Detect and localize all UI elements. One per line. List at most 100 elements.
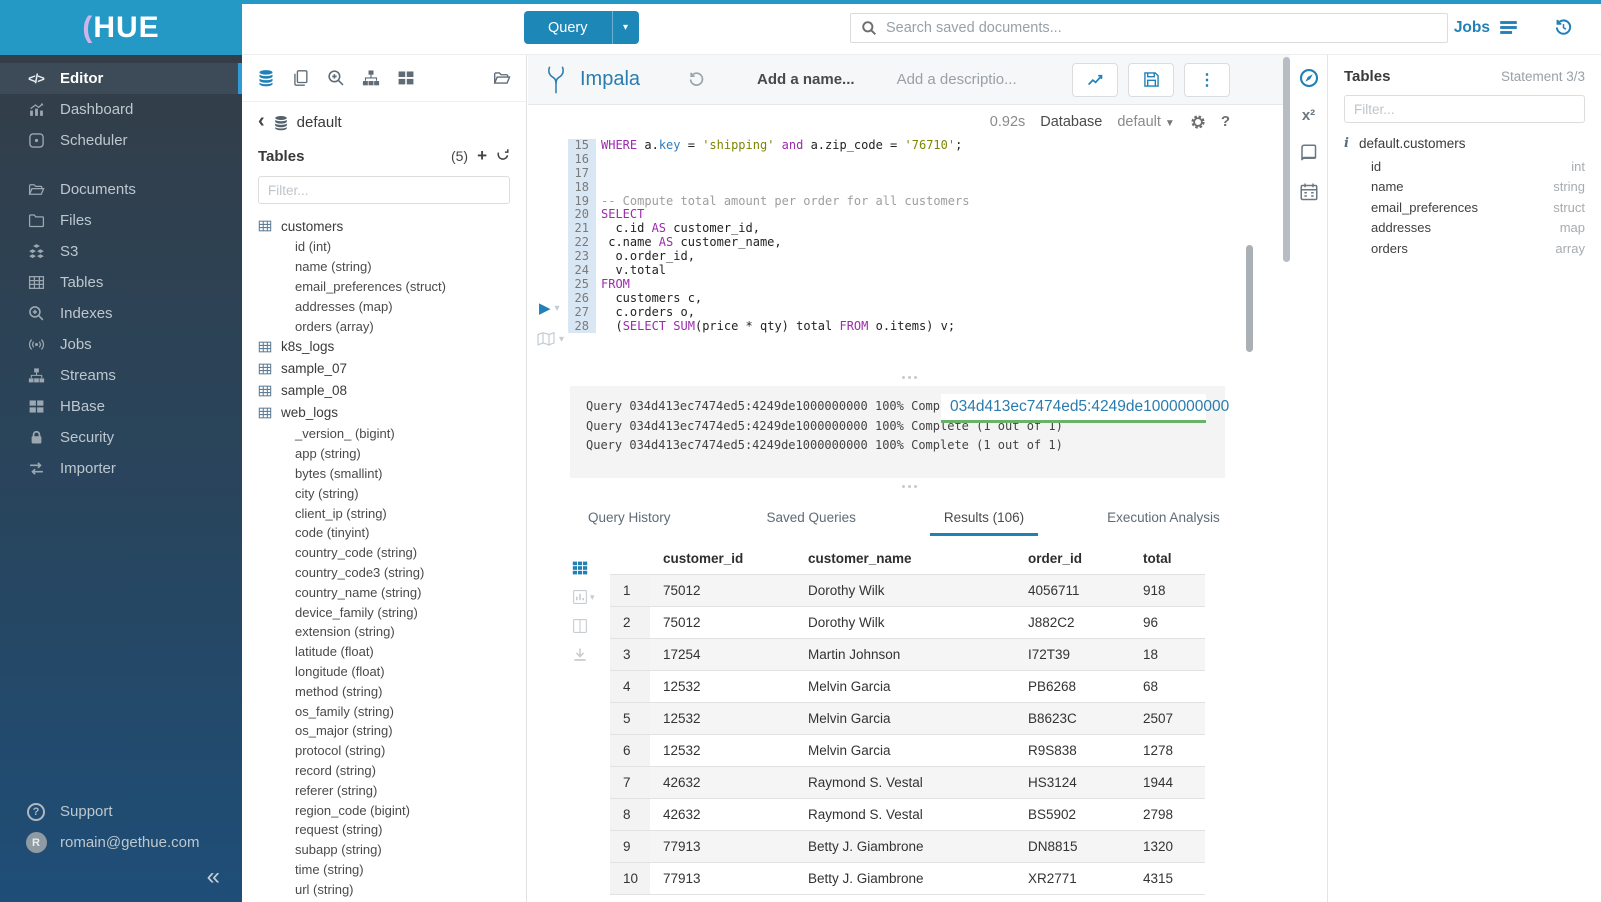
- code-line[interactable]: 23 o.order_id,: [568, 250, 1270, 264]
- assist-column[interactable]: request (string): [258, 820, 510, 840]
- sidebar-item-dashboard[interactable]: Dashboard: [0, 94, 242, 125]
- assist-column[interactable]: country_code (string): [258, 543, 510, 563]
- help-icon[interactable]: ?: [1221, 113, 1230, 130]
- assist-column[interactable]: device_family (string): [258, 602, 510, 622]
- resize-grip-bottom[interactable]: [528, 485, 1290, 488]
- code-line[interactable]: 26 customers c,: [568, 292, 1270, 306]
- undo-history-icon[interactable]: [688, 71, 705, 88]
- editor-scrollbar[interactable]: [1246, 245, 1253, 352]
- assist-column[interactable]: latitude (float): [258, 642, 510, 662]
- code-line[interactable]: 22 c.name AS customer_name,: [568, 236, 1270, 250]
- breadcrumb-database-name[interactable]: default: [297, 114, 342, 131]
- code-line[interactable]: 17: [568, 167, 1270, 181]
- hue-logo[interactable]: (HUE: [0, 0, 242, 55]
- assist-column[interactable]: client_ip (string): [258, 503, 510, 523]
- assist-column[interactable]: region_code (bigint): [258, 800, 510, 820]
- sidebar-item-hbase[interactable]: HBase: [0, 391, 242, 422]
- quick-browse-compass-icon[interactable]: [1299, 68, 1319, 88]
- folder-open-icon[interactable]: [493, 69, 511, 87]
- resize-grip-top[interactable]: [528, 376, 1290, 379]
- column-header-order_id[interactable]: order_id: [1015, 551, 1130, 566]
- column-name[interactable]: orders: [1371, 241, 1408, 256]
- refresh-icon[interactable]: [496, 147, 510, 166]
- sidebar-item-jobs[interactable]: Jobs: [0, 329, 242, 360]
- sidebar-item-s3[interactable]: S3: [0, 236, 242, 267]
- minimap-control[interactable]: ▾: [537, 332, 564, 346]
- assist-column[interactable]: country_code3 (string): [258, 563, 510, 583]
- column-header-total[interactable]: total: [1130, 551, 1205, 566]
- code-line[interactable]: 25FROM: [568, 278, 1270, 292]
- assist-column[interactable]: protocol (string): [258, 741, 510, 761]
- assist-column[interactable]: os_family (string): [258, 701, 510, 721]
- assist-column[interactable]: extension (string): [258, 622, 510, 642]
- sidebar-item-support[interactable]: ? Support: [0, 796, 242, 827]
- right-column-name[interactable]: namestring: [1344, 177, 1585, 198]
- column-name[interactable]: addresses: [1371, 220, 1431, 235]
- assist-column[interactable]: longitude (float): [258, 662, 510, 682]
- column-header-customer_id[interactable]: customer_id: [650, 551, 795, 566]
- assist-column[interactable]: time (string): [258, 860, 510, 880]
- assist-table-customers[interactable]: customers: [258, 215, 510, 237]
- apps-grid-icon[interactable]: [397, 69, 415, 87]
- assist-column[interactable]: _version_ (bigint): [258, 424, 510, 444]
- chart-button[interactable]: [1072, 63, 1118, 97]
- columns-view-icon[interactable]: [572, 618, 598, 634]
- column-name[interactable]: name: [1371, 179, 1404, 194]
- right-column-addresses[interactable]: addressesmap: [1344, 218, 1585, 239]
- assist-column[interactable]: email_preferences (struct): [258, 277, 510, 297]
- sql-code-editor[interactable]: 15WHERE a.key = 'shipping' and a.zip_cod…: [568, 139, 1270, 339]
- assist-table-sample_07[interactable]: sample_07: [258, 358, 510, 380]
- code-line[interactable]: 21 c.id AS customer_id,: [568, 222, 1270, 236]
- run-query-button[interactable]: ▶: [539, 301, 551, 316]
- tab-saved-queries[interactable]: Saved Queries: [753, 498, 870, 536]
- schedule-calendar-icon[interactable]: [1299, 182, 1319, 202]
- more-actions-button[interactable]: ⋮: [1184, 63, 1230, 97]
- assist-table-web_logs[interactable]: web_logs: [258, 402, 510, 424]
- query-button-label[interactable]: Query: [524, 11, 612, 44]
- run-options-caret[interactable]: ▾: [555, 303, 560, 314]
- tab-query-history[interactable]: Query History: [574, 498, 685, 536]
- sidebar-item-indexes[interactable]: Indexes: [0, 298, 242, 329]
- language-reference-icon[interactable]: [1299, 143, 1319, 163]
- right-column-orders[interactable]: ordersarray: [1344, 238, 1585, 259]
- assist-column[interactable]: record (string): [258, 761, 510, 781]
- tables-filter-input[interactable]: [258, 176, 510, 204]
- code-line[interactable]: 16: [568, 153, 1270, 167]
- right-column-email_preferences[interactable]: email_preferencesstruct: [1344, 197, 1585, 218]
- grid-view-icon[interactable]: [572, 560, 598, 576]
- sidebar-item-editor[interactable]: </>Editor: [0, 63, 242, 94]
- database-select[interactable]: default ▼: [1117, 114, 1174, 130]
- add-table-icon[interactable]: +: [477, 146, 487, 166]
- save-button[interactable]: [1128, 63, 1174, 97]
- databases-icon[interactable]: [257, 69, 275, 87]
- sidebar-item-documents[interactable]: Documents: [0, 174, 242, 205]
- back-chevron-icon[interactable]: ‹: [258, 111, 265, 131]
- assist-table-k8s_logs[interactable]: k8s_logs: [258, 336, 510, 358]
- settings-gear-icon[interactable]: [1190, 114, 1206, 130]
- assist-column[interactable]: id (int): [258, 237, 510, 257]
- code-line[interactable]: 20SELECT: [568, 208, 1270, 222]
- code-line[interactable]: 15WHERE a.key = 'shipping' and a.zip_cod…: [568, 139, 1270, 153]
- code-line[interactable]: 28 (SELECT SUM(price * qty) total FROM o…: [568, 320, 1270, 334]
- active-table-row[interactable]: i default.customers: [1344, 136, 1585, 151]
- assist-column[interactable]: subapp (string): [258, 840, 510, 860]
- engine-title[interactable]: Impala: [580, 68, 640, 91]
- functions-icon[interactable]: x²: [1302, 107, 1315, 124]
- assist-column[interactable]: bytes (smallint): [258, 464, 510, 484]
- sidebar-item-streams[interactable]: Streams: [0, 360, 242, 391]
- query-description-field[interactable]: Add a descriptio...: [897, 71, 1017, 88]
- column-name[interactable]: email_preferences: [1371, 200, 1478, 215]
- page-scrollbar[interactable]: [1283, 57, 1290, 262]
- code-line[interactable]: 27 c.orders o,: [568, 306, 1270, 320]
- active-table-name[interactable]: default.customers: [1359, 136, 1466, 151]
- assist-column[interactable]: method (string): [258, 681, 510, 701]
- column-name[interactable]: id: [1371, 159, 1381, 174]
- search-input[interactable]: [886, 20, 1437, 36]
- search-plus-icon[interactable]: [327, 69, 345, 87]
- assist-column[interactable]: url (string): [258, 879, 510, 899]
- sidebar-item-tables[interactable]: Tables: [0, 267, 242, 298]
- assist-column[interactable]: orders (array): [258, 316, 510, 336]
- assist-column[interactable]: os_major (string): [258, 721, 510, 741]
- sitemap-icon[interactable]: [362, 69, 380, 87]
- assist-table-sample_08[interactable]: sample_08: [258, 380, 510, 402]
